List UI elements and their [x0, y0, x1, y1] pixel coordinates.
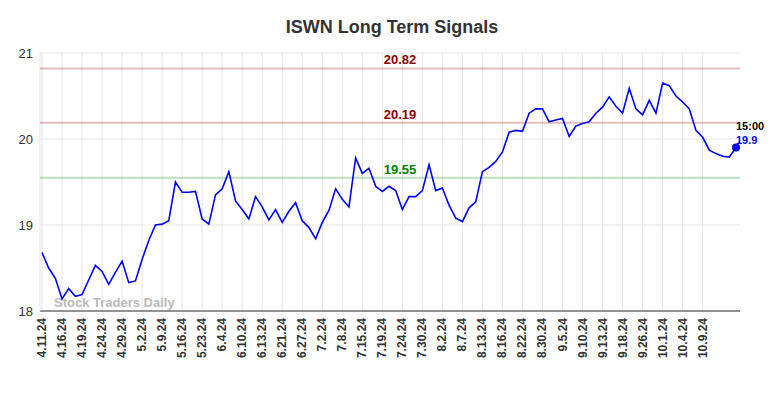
- grid-line-x: [262, 53, 263, 311]
- grid-line-x: [282, 53, 283, 311]
- grid-line-y: [40, 225, 740, 226]
- grid-line-x: [42, 53, 43, 311]
- x-tick-label: 5.23.24: [195, 318, 209, 358]
- x-tick-label: 7.19.24: [375, 318, 389, 358]
- x-tick-label: 9.13.24: [596, 318, 610, 358]
- grid-line-x: [162, 53, 163, 311]
- x-tick-label: 6.27.24: [295, 318, 309, 358]
- watermark: Stock Traders Daily: [54, 295, 175, 310]
- grid-line-x: [322, 53, 323, 311]
- y-tick-label: 19: [19, 218, 33, 233]
- x-tick-label: 8.30.24: [535, 318, 549, 358]
- x-tick-label: 5.2.24: [135, 318, 149, 352]
- grid-line-x: [402, 53, 403, 311]
- x-tick-label: 8.7.24: [455, 318, 469, 352]
- grid-line-x: [222, 53, 223, 311]
- reference-label: 20.19: [384, 107, 417, 122]
- last-value-label: 19.9: [736, 134, 757, 146]
- x-tick-label: 4.11.24: [35, 318, 49, 358]
- x-tick-label: 10.1.24: [656, 318, 670, 358]
- x-tick-label: 9.10.24: [576, 318, 590, 358]
- x-tick-label: 9.18.24: [616, 318, 630, 358]
- grid-line-x: [122, 53, 123, 311]
- reference-line: [40, 177, 740, 179]
- x-tick-label: 10.4.24: [676, 318, 690, 358]
- grid-line-x: [362, 53, 363, 311]
- x-tick-label: 5.16.24: [175, 318, 189, 358]
- x-tick-label: 7.15.24: [355, 318, 369, 358]
- y-tick-label: 18: [19, 304, 33, 319]
- grid-line-x: [342, 53, 343, 311]
- x-tick-label: 8.16.24: [495, 318, 509, 358]
- grid-line-x: [542, 53, 543, 311]
- y-axis: [40, 53, 41, 311]
- reference-label: 20.82: [384, 52, 417, 67]
- reference-line: [40, 67, 740, 69]
- x-tick-label: 9.26.24: [636, 318, 650, 358]
- x-tick-label: 7.24.24: [395, 318, 409, 358]
- plot-area: [40, 68, 740, 298]
- x-tick-label: 8.2.24: [435, 318, 449, 352]
- grid-line-x: [642, 53, 643, 311]
- grid-line-x: [582, 53, 583, 311]
- grid-line-x: [482, 53, 483, 311]
- price-line: [42, 83, 736, 299]
- grid-line-x: [82, 53, 83, 311]
- x-tick-label: 6.13.24: [255, 318, 269, 358]
- grid-line-x: [142, 53, 143, 311]
- x-tick-label: 5.9.24: [155, 318, 169, 352]
- grid-line-x: [62, 53, 63, 311]
- grid-line-x: [462, 53, 463, 311]
- grid-line-x: [382, 53, 383, 311]
- grid-line-x: [702, 53, 703, 311]
- grid-line-x: [682, 53, 683, 311]
- x-tick-label: 4.29.24: [115, 318, 129, 358]
- grid-line-x: [302, 53, 303, 311]
- grid-line-x: [602, 53, 603, 311]
- grid-line-x: [502, 53, 503, 311]
- grid-line-x: [522, 53, 523, 311]
- last-time-label: 15:00: [736, 120, 764, 132]
- grid-line-x: [442, 53, 443, 311]
- x-tick-label: 7.30.24: [415, 318, 429, 358]
- x-axis: [40, 311, 740, 312]
- grid-line-x: [242, 53, 243, 311]
- y-tick-label: 21: [19, 46, 33, 61]
- x-tick-label: 8.22.24: [515, 318, 529, 358]
- grid-line-x: [422, 53, 423, 311]
- reference-line: [40, 122, 740, 124]
- grid-line-x: [662, 53, 663, 311]
- x-tick-label: 8.13.24: [475, 318, 489, 358]
- grid-line-x: [182, 53, 183, 311]
- x-tick-label: 10.9.24: [696, 318, 710, 358]
- grid-line-x: [562, 53, 563, 311]
- grid-line-y: [40, 139, 740, 140]
- x-tick-label: 7.8.24: [335, 318, 349, 352]
- grid-line-x: [622, 53, 623, 311]
- x-tick-label: 6.10.24: [235, 318, 249, 358]
- grid-line-y: [40, 311, 740, 312]
- grid-line-x: [202, 53, 203, 311]
- chart: ISWN Long Term Signals 18 19 20 21 4.11.24 4.1…: [0, 0, 784, 398]
- y-tick-label: 20: [19, 132, 33, 147]
- x-tick-label: 9.5.24: [556, 318, 570, 352]
- reference-label: 19.55: [384, 162, 417, 177]
- x-tick-label: 4.16.24: [55, 318, 69, 358]
- x-tick-label: 6.21.24: [275, 318, 289, 358]
- x-tick-label: 7.2.24: [315, 318, 329, 352]
- title: ISWN Long Term Signals: [286, 17, 499, 37]
- x-tick-label: 4.19.24: [75, 318, 89, 358]
- x-tick-label: 6.4.24: [215, 318, 229, 352]
- x-tick-label: 4.24.24: [95, 318, 109, 358]
